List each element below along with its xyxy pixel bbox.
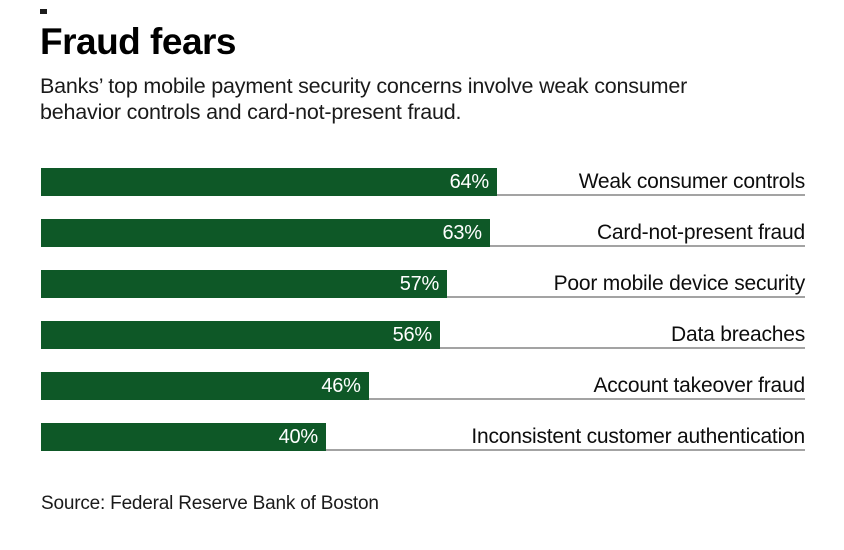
- bar-row: 56% Data breaches: [41, 321, 805, 349]
- bar: 57%: [41, 270, 448, 298]
- bar-row: 40% Inconsistent customer authentication: [41, 423, 805, 451]
- bar-chart: 64% Weak consumer controls 63% Card-not-pre…: [41, 168, 805, 451]
- bar-row: 46% Account takeover fraud: [41, 372, 805, 400]
- bar-row: 64% Weak consumer controls: [41, 168, 805, 196]
- bar-value-label: 64%: [449, 170, 490, 193]
- bar-category-label: Poor mobile device security: [553, 272, 806, 295]
- bar-category-label: Data breaches: [671, 323, 805, 346]
- bar: 56%: [41, 321, 440, 349]
- bar-category-label: Account takeover fraud: [593, 374, 805, 397]
- chart-subtitle: Banks’ top mobile payment security conce…: [40, 73, 688, 124]
- bar-value-label: 46%: [321, 374, 361, 397]
- chart-title: Fraud fears: [40, 21, 237, 62]
- corner-mark: [40, 9, 47, 14]
- bar: 46%: [41, 372, 369, 400]
- bar: 63%: [41, 219, 490, 247]
- chart-header: Fraud fears Banks’ top mobile payment se…: [40, 21, 806, 125]
- bar-value-label: 63%: [442, 221, 482, 244]
- bar: 40%: [41, 423, 326, 451]
- bar-category-label: Card-not-present fraud: [596, 221, 805, 244]
- bar-category-label: Weak consumer controls: [578, 170, 806, 193]
- bar-value-label: 57%: [399, 272, 440, 295]
- bar-row: 63% Card-not-present fraud: [41, 219, 805, 247]
- bar: 64%: [41, 168, 497, 196]
- source-note: Source: Federal Reserve Bank of Boston: [41, 493, 379, 514]
- bar-value-label: 40%: [278, 425, 319, 448]
- bar-row: 57% Poor mobile device security: [41, 270, 805, 298]
- bar-category-label: Inconsistent customer authentication: [471, 425, 805, 448]
- bar-value-label: 56%: [392, 323, 433, 346]
